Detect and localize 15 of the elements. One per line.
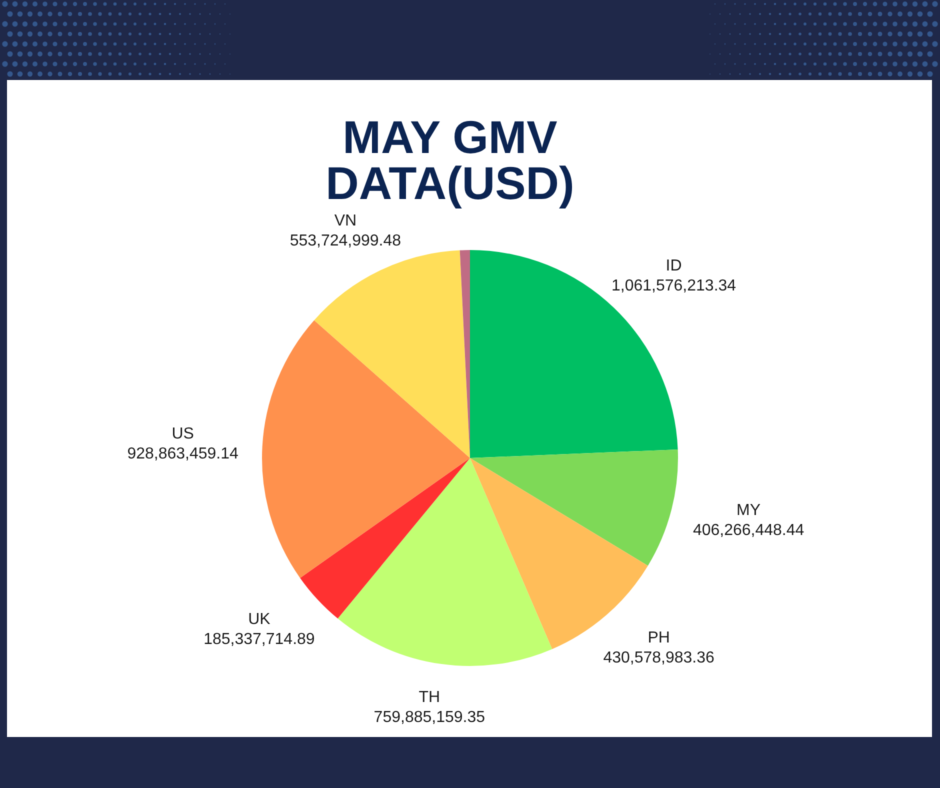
slice-label: US [172, 426, 194, 443]
data-label: 759,885,159.35 [374, 708, 486, 726]
data-label: 430,578,983.36 [603, 649, 715, 666]
slice-label: ID [666, 258, 682, 275]
data-label: 928,863,459.14 [127, 446, 239, 463]
chart-title: MAY GMV DATA(USD) [324, 111, 576, 209]
data-label: 406,266,448.44 [692, 522, 804, 540]
slice-label: MY [736, 502, 761, 520]
slice-label: PH [648, 629, 670, 646]
slice-label: VN [334, 212, 357, 230]
slice-label: UK [248, 610, 271, 628]
data-label: 185,337,714.89 [204, 630, 315, 648]
data-label: 1,061,576,213.34 [611, 278, 736, 295]
slice-label: TH [418, 688, 440, 706]
data-label: 553,724,999.48 [290, 232, 402, 250]
